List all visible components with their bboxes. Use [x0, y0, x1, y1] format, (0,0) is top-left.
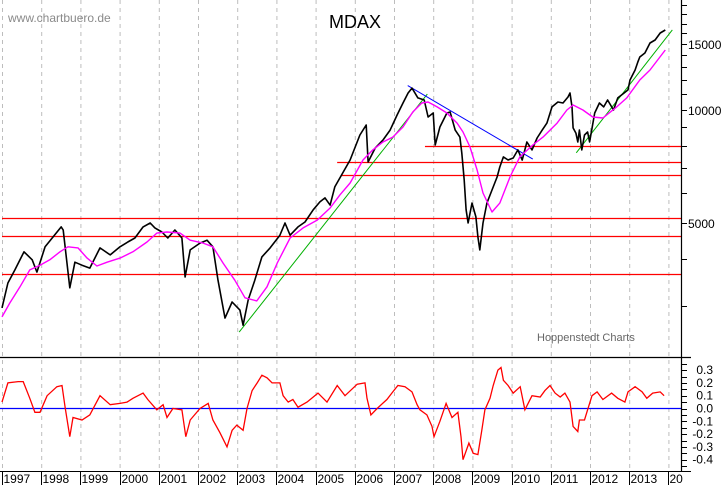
- price-axis-label: 5000: [688, 217, 715, 231]
- support-resistance-lines: [2, 145, 681, 276]
- price-line: [1, 29, 666, 327]
- indicator-axis-label: -0.4: [692, 453, 713, 467]
- oscillator-line: [1, 366, 665, 460]
- year-label: 2005: [318, 472, 345, 485]
- year-label: 2000: [122, 472, 149, 485]
- trend-lines: [238, 29, 673, 333]
- year-label: 2009: [474, 472, 501, 485]
- indicator-axis-label: -0.1: [692, 414, 713, 428]
- uptrend-trend-line: [238, 93, 428, 333]
- year-label: 2007: [396, 472, 423, 485]
- year-label: 2002: [200, 472, 227, 485]
- indicator-panel: [0, 366, 681, 460]
- indicator-axis-label: -0.2: [692, 427, 713, 441]
- price-axis-label: 15000: [688, 38, 722, 52]
- price-series: [1, 29, 666, 327]
- moving-average-line: [1, 49, 666, 318]
- price-axis-label: 10000: [688, 104, 722, 118]
- uptrend-trend-line: [575, 29, 673, 154]
- year-label: 2008: [435, 472, 462, 485]
- indicator-axis-label: -0.3: [692, 440, 713, 454]
- indicator-axis-label: 0.3: [696, 363, 713, 377]
- year-label: 1998: [43, 472, 70, 485]
- watermark: www.chartbuero.de: [7, 11, 111, 25]
- year-label: 2010: [514, 472, 541, 485]
- year-label: 2006: [357, 472, 384, 485]
- year-label: 2003: [239, 472, 266, 485]
- indicator-axis-label: 0.0: [696, 402, 713, 416]
- year-label: 20: [670, 472, 684, 485]
- year-label: 2001: [161, 472, 188, 485]
- indicator-axis-label: 0.2: [696, 376, 713, 390]
- year-label: 2004: [278, 472, 305, 485]
- year-label: 1999: [82, 472, 109, 485]
- chart-title: MDAX: [329, 12, 381, 32]
- year-label: 2011: [553, 472, 579, 485]
- source-note: Hoppenstedt Charts: [537, 332, 635, 344]
- year-label: 1997: [4, 472, 31, 485]
- year-label: 2012: [592, 472, 619, 485]
- indicator-axis-label: 0.1: [696, 389, 713, 403]
- downtrend-trend-line: [407, 85, 534, 160]
- year-label: 2013: [631, 472, 658, 485]
